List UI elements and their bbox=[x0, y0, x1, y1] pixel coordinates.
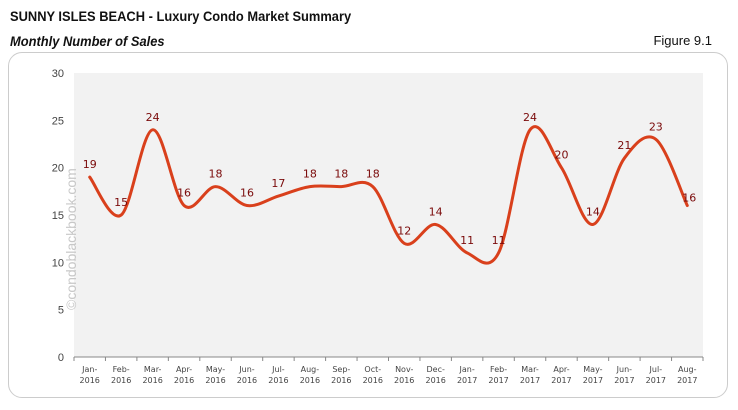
x-tick-label-year: 2016 bbox=[174, 376, 194, 385]
x-tick-label-year: 2017 bbox=[488, 376, 508, 385]
x-tick-label-month: Aug- bbox=[678, 365, 697, 374]
chart-card bbox=[8, 52, 728, 398]
data-label: 12 bbox=[397, 224, 411, 237]
x-tick-label-year: 2016 bbox=[363, 376, 383, 385]
data-label: 24 bbox=[146, 111, 160, 124]
x-tick-label-year: 2017 bbox=[551, 376, 571, 385]
y-tick-label: 0 bbox=[58, 352, 64, 364]
chart-subtitle: Monthly Number of Sales bbox=[10, 33, 165, 49]
x-tick-label-year: 2016 bbox=[205, 376, 225, 385]
data-label: 24 bbox=[523, 111, 537, 124]
data-label: 23 bbox=[649, 120, 663, 133]
x-tick-label-year: 2017 bbox=[614, 376, 634, 385]
x-tick-label-month: May- bbox=[206, 365, 225, 374]
data-label: 20 bbox=[554, 149, 568, 162]
data-label: 16 bbox=[240, 187, 254, 200]
x-tick-label-year: 2016 bbox=[142, 376, 162, 385]
figure-number: Figure 9.1 bbox=[653, 33, 712, 48]
x-tick-label-month: Jun- bbox=[616, 365, 633, 374]
x-tick-label-month: Jul- bbox=[649, 365, 663, 374]
x-tick-label-year: 2016 bbox=[80, 376, 100, 385]
data-label: 11 bbox=[460, 234, 474, 247]
x-tick-label-year: 2016 bbox=[300, 376, 320, 385]
x-tick-label-month: Apr- bbox=[176, 365, 192, 374]
y-tick-label: 30 bbox=[52, 68, 64, 80]
data-label: 16 bbox=[682, 192, 696, 205]
data-label: 17 bbox=[271, 177, 285, 190]
data-label: 18 bbox=[366, 168, 380, 181]
data-label: 14 bbox=[586, 205, 600, 218]
series-line bbox=[88, 125, 689, 265]
x-tick-label-month: Jun- bbox=[238, 365, 255, 374]
x-tick-label-month: Mar- bbox=[144, 365, 162, 374]
x-tick-label-year: 2016 bbox=[268, 376, 288, 385]
data-label: 18 bbox=[334, 168, 348, 181]
x-tick-label-year: 2017 bbox=[646, 376, 666, 385]
x-tick-label-month: Dec- bbox=[426, 365, 444, 374]
x-tick-label-month: Feb- bbox=[113, 365, 130, 374]
watermark: ©condoblackbook.com bbox=[63, 168, 79, 310]
x-tick-label-month: Aug- bbox=[301, 365, 320, 374]
x-tick-label-year: 2016 bbox=[425, 376, 445, 385]
x-tick-label-month: Oct- bbox=[364, 365, 381, 374]
data-label: 11 bbox=[492, 234, 506, 247]
x-tick-label-year: 2017 bbox=[583, 376, 603, 385]
x-tick-label-year: 2016 bbox=[331, 376, 351, 385]
x-tick-label-year: 2017 bbox=[457, 376, 477, 385]
data-label: 18 bbox=[209, 168, 223, 181]
x-tick-label-month: Nov- bbox=[395, 365, 413, 374]
x-tick-label-month: Feb- bbox=[490, 365, 507, 374]
data-label: 15 bbox=[114, 196, 128, 209]
data-label: 21 bbox=[617, 139, 631, 152]
data-label: 19 bbox=[83, 158, 97, 171]
y-tick-label: 10 bbox=[52, 257, 64, 269]
x-tick-label-month: Jan- bbox=[459, 365, 475, 374]
x-tick-label-month: Apr- bbox=[553, 365, 569, 374]
page-title: SUNNY ISLES BEACH - Luxury Condo Market … bbox=[10, 8, 352, 24]
x-tick-label-year: 2016 bbox=[394, 376, 414, 385]
x-tick-label-month: Sep- bbox=[332, 365, 350, 374]
x-tick-label-month: Mar- bbox=[521, 365, 539, 374]
y-tick-label: 20 bbox=[52, 163, 64, 175]
data-label: 18 bbox=[303, 168, 317, 181]
x-tick-label-year: 2016 bbox=[237, 376, 257, 385]
data-label: 16 bbox=[177, 187, 191, 200]
x-tick-label-year: 2017 bbox=[520, 376, 540, 385]
x-tick-label-month: Jul- bbox=[271, 365, 285, 374]
data-label: 14 bbox=[429, 205, 443, 218]
x-tick-label-month: May- bbox=[583, 365, 602, 374]
y-tick-label: 25 bbox=[52, 115, 64, 127]
x-tick-label-year: 2017 bbox=[677, 376, 697, 385]
x-tick-label-year: 2016 bbox=[111, 376, 131, 385]
x-tick-label-month: Jan- bbox=[81, 365, 97, 374]
y-tick-label: 15 bbox=[52, 210, 64, 222]
y-tick-label: 5 bbox=[58, 305, 64, 317]
